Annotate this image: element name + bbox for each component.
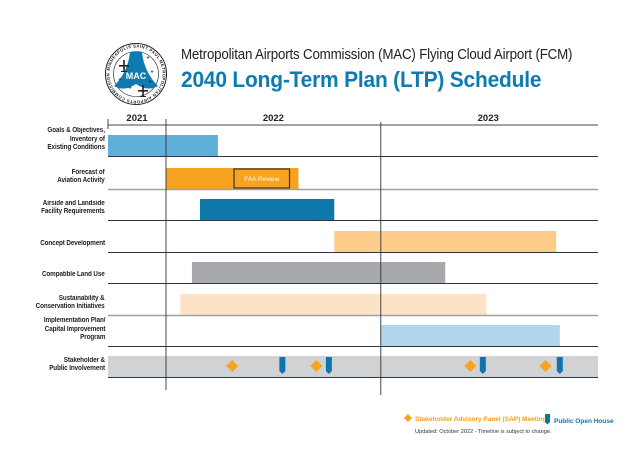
legend-open-house: Public Open House [545,414,614,425]
task-bar [166,168,299,189]
open-house-pin [556,357,563,374]
stakeholder-band [108,356,598,377]
task-bar [180,294,487,315]
task-bar [334,231,557,252]
row-label: Airside and Landside Facility Requirement… [41,199,105,215]
page-subtitle: Metropolitan Airports Commission (MAC) F… [181,47,573,63]
row-label: Stakeholder & Public Involvement [49,356,105,372]
task-bar [108,135,218,156]
airplane-icon [138,85,148,97]
row-label: Concept Development [40,239,105,247]
open-house-pin [479,357,486,374]
faa-review-box [233,168,291,189]
row-label: Goals & Objectives, Inventory of Existing … [47,127,106,151]
logo-text: MAC [126,71,147,81]
open-house-pin [279,357,286,374]
open-house-pin [325,357,332,374]
row-label: Implementation Plan/Capital Improvement P… [43,317,105,341]
faa-review-label: FAA Review [244,176,279,183]
legend-open-house-label: Public Open House [554,418,614,425]
task-bar [200,199,335,220]
legend-sap: Stakeholder Advisory Panel (SAP) Meeting [404,414,547,423]
mac-logo: MAC MINNEAPOLIS SAINT PAUL METROPOLITAN … [105,43,167,105]
footnote: Updated: October 2022 - Timeline is subj… [415,429,552,435]
row-label: Compatible Land Use [42,270,105,278]
pin-icon [545,414,550,425]
year-label-2021: 2021 [126,113,148,124]
sap-meeting-diamond [539,360,552,372]
task-bar [380,325,560,346]
sap-meeting-diamond [310,360,323,372]
task-bar [191,262,446,283]
legend-sap-label: Stakeholder Advisory Panel (SAP) Meeting [415,416,547,423]
row-label: Sustainability & Conservation Initiatives [36,294,105,310]
star-icons [118,56,154,89]
row-label: Forecast of Aviation Activity [57,168,105,184]
sap-meeting-diamond [464,360,477,372]
diamond-icon [404,414,412,422]
sap-meeting-diamond [226,360,239,372]
year-label-2022: 2022 [263,113,284,124]
airplane-icon [119,60,129,72]
page-title: 2040 Long-Term Plan (LTP) Schedule [181,67,542,92]
year-label-2023: 2023 [478,113,499,124]
